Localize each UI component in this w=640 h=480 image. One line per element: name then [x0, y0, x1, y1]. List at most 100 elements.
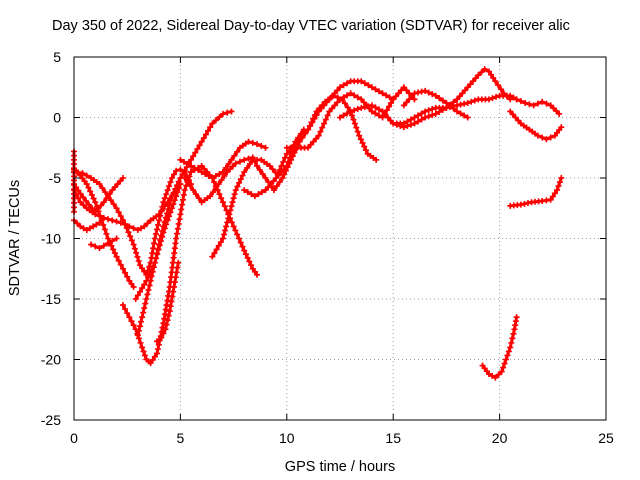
- data-point: [351, 92, 358, 99]
- data-point: [280, 158, 287, 165]
- data-point: [229, 163, 236, 170]
- data-point: [299, 132, 306, 139]
- data-point: [265, 184, 272, 191]
- data-point: [225, 215, 232, 222]
- data-point: [216, 114, 223, 121]
- data-point: [214, 187, 221, 194]
- data-point: [246, 258, 253, 265]
- data-point: [144, 220, 151, 227]
- data-point: [200, 135, 207, 142]
- data-point: [128, 237, 135, 244]
- data-point: [245, 155, 252, 162]
- data-point: [500, 364, 507, 371]
- data-point: [418, 110, 425, 117]
- data-point: [521, 200, 528, 207]
- data-point: [468, 98, 475, 105]
- data-point: [159, 203, 166, 210]
- data-point: [175, 220, 182, 227]
- data-point: [122, 306, 129, 313]
- data-point: [155, 246, 162, 253]
- data-point: [248, 262, 255, 269]
- data-point: [522, 99, 529, 106]
- data-point: [175, 185, 182, 192]
- data-point: [530, 102, 537, 109]
- data-point: [173, 167, 180, 174]
- x-axis-label: GPS time / hours: [285, 459, 395, 475]
- data-point: [266, 162, 273, 169]
- data-point: [454, 108, 461, 115]
- data-point: [216, 170, 223, 177]
- data-point: [418, 116, 425, 123]
- data-point: [196, 142, 203, 149]
- data-point: [513, 314, 520, 321]
- data-point: [165, 312, 172, 319]
- data-point: [83, 172, 90, 179]
- data-point: [205, 172, 212, 179]
- data-point: [234, 148, 241, 155]
- data-point: [87, 188, 94, 195]
- data-point: [188, 168, 195, 175]
- data-point: [174, 189, 181, 196]
- data-point: [368, 84, 375, 91]
- data-point: [464, 84, 471, 91]
- data-point: [188, 156, 195, 163]
- data-point: [276, 179, 283, 186]
- data-point: [493, 93, 500, 100]
- data-point: [126, 314, 133, 321]
- data-point: [90, 223, 97, 230]
- data-point: [354, 94, 361, 101]
- data-point: [117, 178, 124, 185]
- data-point: [156, 217, 163, 224]
- data-point: [228, 108, 235, 115]
- data-point: [411, 90, 418, 97]
- data-point: [219, 199, 226, 206]
- data-point: [227, 207, 234, 214]
- data-point: [329, 93, 336, 100]
- data-point: [313, 135, 320, 142]
- y-tick-label: -15: [41, 291, 61, 307]
- data-point: [354, 128, 361, 135]
- data-point: [132, 296, 139, 302]
- data-point: [488, 71, 495, 78]
- data-point: [513, 96, 520, 103]
- data-point: [111, 250, 118, 257]
- data-point: [278, 162, 285, 169]
- data-point: [360, 99, 367, 106]
- data-point: [161, 225, 168, 232]
- series-arc11: [181, 92, 380, 206]
- data-point: [244, 164, 251, 171]
- data-point: [198, 162, 205, 169]
- data-point: [553, 108, 560, 115]
- data-point: [150, 263, 157, 270]
- data-point: [173, 269, 180, 276]
- series-arc10: [153, 259, 182, 345]
- data-point: [543, 100, 550, 107]
- series-arc6: [71, 175, 126, 215]
- data-point: [324, 112, 331, 119]
- data-point: [323, 99, 330, 106]
- data-point: [539, 134, 546, 141]
- data-point: [160, 199, 167, 206]
- data-point: [224, 219, 231, 226]
- series-arc16: [283, 84, 418, 151]
- data-point: [397, 122, 404, 129]
- data-point: [163, 191, 170, 198]
- data-point: [219, 110, 226, 117]
- data-point: [202, 170, 209, 177]
- data-point: [113, 235, 120, 242]
- data-point: [241, 168, 248, 175]
- data-point: [372, 86, 379, 93]
- data-point: [141, 223, 148, 230]
- data-point: [149, 250, 156, 257]
- data-point: [279, 175, 286, 181]
- data-point: [124, 273, 131, 280]
- data-point: [254, 162, 261, 169]
- data-point: [109, 187, 116, 194]
- data-point: [244, 189, 251, 196]
- data-point: [509, 335, 516, 342]
- data-point: [555, 183, 562, 190]
- data-point: [159, 233, 166, 240]
- x-tick-label: 10: [279, 430, 295, 446]
- data-point: [222, 227, 229, 234]
- data-point: [443, 99, 450, 106]
